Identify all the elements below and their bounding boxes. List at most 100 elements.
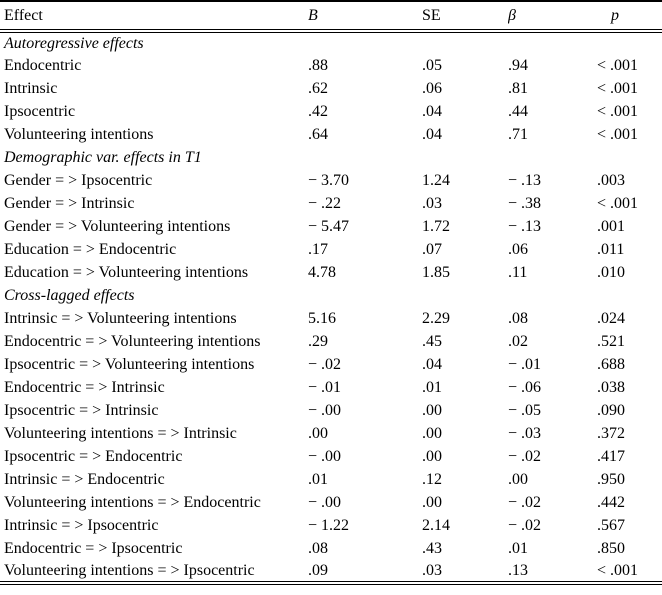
p-cell: < .001 [597,561,639,579]
se-cell: 1.85 [422,263,450,281]
p-cell: .850 [597,539,625,557]
b-cell: .64 [308,125,328,143]
section-header-row: Demographic var. effects in T1 [0,146,662,169]
se-cell: .07 [422,240,442,258]
beta-cell: .94 [508,56,528,74]
table-row: Intrinsic .62 .06 .81 < .001 [0,77,662,100]
p-cell: .010 [597,263,625,281]
p-cell: .372 [597,424,625,442]
beta-cell: .71 [508,125,528,143]
effect-cell: Intrinsic = > Volunteering intentions [4,309,237,327]
b-cell: .62 [308,79,328,97]
p-cell: < .001 [597,102,639,120]
b-cell: − .00 [308,447,342,465]
se-cell: .03 [422,561,442,579]
p-cell: .567 [597,516,625,534]
b-cell: .01 [308,470,328,488]
beta-cell: − .02 [508,493,542,511]
p-cell: .001 [597,217,625,235]
effect-cell: Ipsocentric = > Intrinsic [4,401,159,419]
effect-cell: Ipsocentric = > Endocentric [4,447,183,465]
table-row: Volunteering intentions .64 .04 .71 < .001 [0,123,662,146]
effect-cell: Volunteering intentions = > Intrinsic [4,424,237,442]
p-cell: < .001 [597,194,639,212]
se-cell: .04 [422,355,442,373]
b-cell: .00 [308,424,328,442]
beta-cell: .02 [508,332,528,350]
table-row: Gender = > Ipsocentric − 3.70 1.24 − .13 .00… [0,169,662,192]
effect-cell: Volunteering intentions = > Ipsocentric [4,561,255,579]
beta-cell: − .38 [508,194,542,212]
table-row: Intrinsic = > Ipsocentric − 1.22 2.14 − .02… [0,514,662,537]
section-title: Demographic var. effects in T1 [4,148,202,166]
beta-cell: .11 [508,263,528,281]
b-cell: − .00 [308,493,342,511]
beta-cell: .00 [508,470,528,488]
b-cell: − 1.22 [308,516,350,534]
p-cell: .011 [597,240,625,258]
table-row: Endocentric = > Volunteering intentions.… [0,330,662,353]
table-body: Autoregressive effects Endocentric .88 .05.… [0,31,662,583]
table-row: Gender = > Intrinsic − .22 .03 − .38 < .001 [0,192,662,215]
b-cell: .42 [308,102,328,120]
p-cell: .442 [597,493,625,511]
table-row: Ipsocentric .42 .04 .44 < .001 [0,100,662,123]
effect-cell: Gender = > Intrinsic [4,194,135,212]
column-header-b: B [308,1,422,33]
column-header-se: SE [422,1,508,33]
b-cell: − 5.47 [308,217,350,235]
b-cell: − .02 [308,355,342,373]
p-cell: < .001 [597,125,639,143]
column-header-beta: β [508,1,597,33]
effect-cell: Ipsocentric [4,102,76,120]
table-row: Education = > Endocentric .17 .07 .06 .011 [0,238,662,261]
se-cell: .03 [422,194,442,212]
effect-cell: Gender = > Volunteering intentions [4,217,231,235]
table-row: Volunteering intentions = > Endocentric −… [0,491,662,514]
effect-cell: Education = > Endocentric [4,240,177,258]
p-cell: < .001 [597,56,639,74]
effect-cell: Intrinsic [4,79,58,97]
table-row: Volunteering intentions = > Intrinsic .00… [0,422,662,445]
se-cell: 2.29 [422,309,450,327]
table-row: Endocentric = > Ipsocentric .08 .43 .01 .850 [0,537,662,560]
se-cell: .04 [422,125,442,143]
beta-cell: .13 [508,561,528,579]
b-cell: 4.78 [308,263,336,281]
se-cell: .06 [422,79,442,97]
table-row: Endocentric = > Intrinsic − .01 .01 − .06 .0… [0,376,662,399]
se-cell: .00 [422,401,442,419]
effect-cell: Education = > Volunteering intentions [4,263,249,281]
header-row: Effect B SE β p [0,1,662,33]
table-row: Ipsocentric = > Volunteering intentions −… [0,353,662,376]
se-cell: .00 [422,447,442,465]
beta-cell: − .02 [508,447,542,465]
effect-cell: Endocentric [4,56,82,74]
p-cell: .003 [597,171,625,189]
b-cell: .29 [308,332,328,350]
p-cell: .417 [597,447,625,465]
section-title: Autoregressive effects [4,34,144,52]
p-cell: .950 [597,470,625,488]
se-cell: .12 [422,470,442,488]
b-cell: .09 [308,561,328,579]
effect-cell: Intrinsic = > Ipsocentric [4,516,159,534]
beta-cell: .06 [508,240,528,258]
table-row: Intrinsic = > Volunteering intentions 5.1… [0,307,662,330]
b-cell: .17 [308,240,328,258]
beta-cell: − .13 [508,171,542,189]
table-row: Endocentric .88 .05 .94 < .001 [0,54,662,77]
section-header-row: Autoregressive effects [0,31,662,54]
table-row: Intrinsic = > Endocentric .01 .12 .00 .950 [0,468,662,491]
effect-cell: Volunteering intentions = > Endocentric [4,493,261,511]
se-cell: 1.72 [422,217,450,235]
effect-cell: Volunteering intentions [4,125,154,143]
beta-cell: − .01 [508,355,542,373]
beta-cell: .01 [508,539,528,557]
effect-cell: Endocentric = > Volunteering intentions [4,332,261,350]
p-cell: .521 [597,332,625,350]
effect-cell: Intrinsic = > Endocentric [4,470,165,488]
table-row: Education = > Volunteering intentions 4.7… [0,261,662,284]
